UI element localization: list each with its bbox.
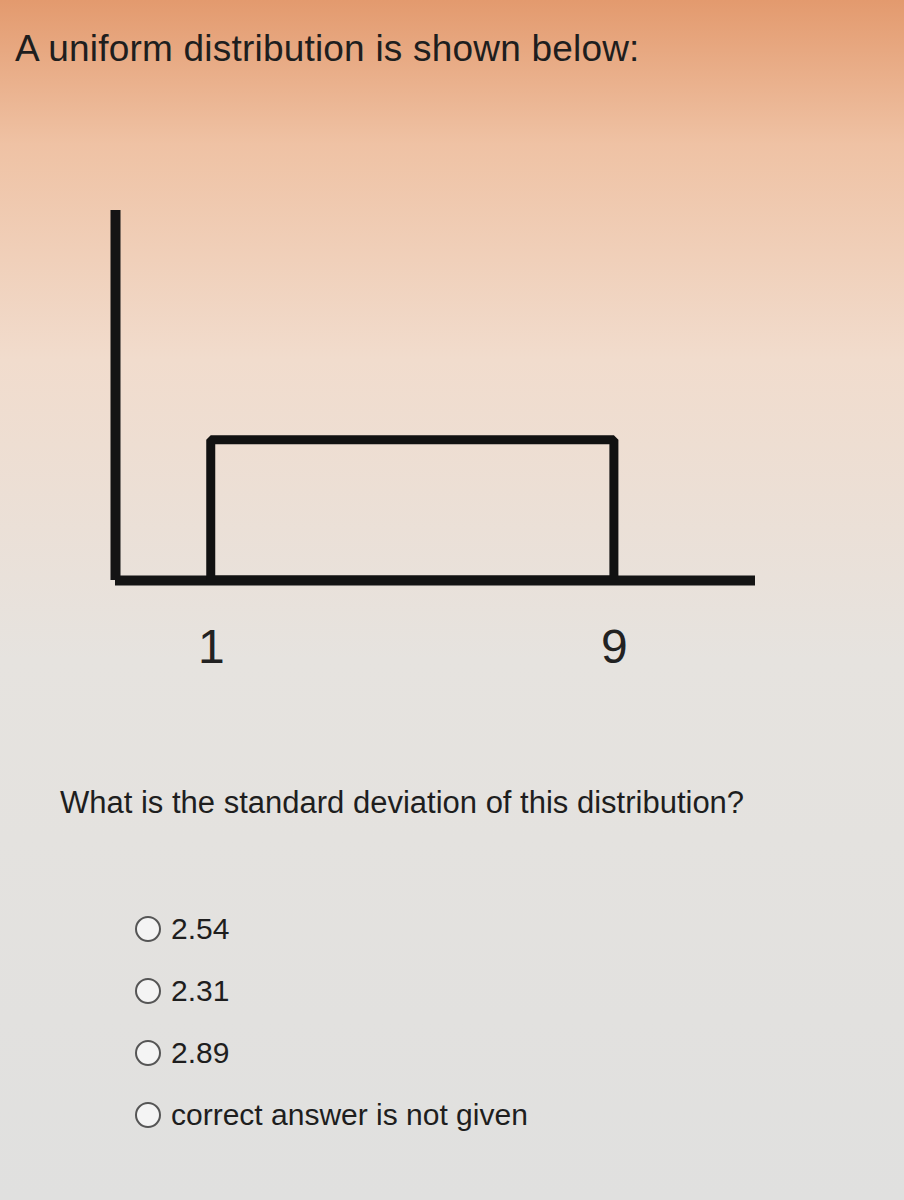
svg-text:1: 1: [198, 620, 225, 673]
svg-text:9: 9: [601, 620, 628, 673]
html-text:2.89: 2.89: [171, 1036, 230, 1069]
html-text:2.54: 2.54: [171, 912, 230, 945]
html-text:What is the standard deviation: What is the standard deviation of this d…: [60, 785, 745, 820]
html-text:correct answer is not given: correct answer is not given: [171, 1098, 528, 1131]
html-text:2.31: 2.31: [171, 974, 230, 1007]
html-text:A uniform distribution is show: A uniform distribution is shown below:: [15, 28, 640, 69]
